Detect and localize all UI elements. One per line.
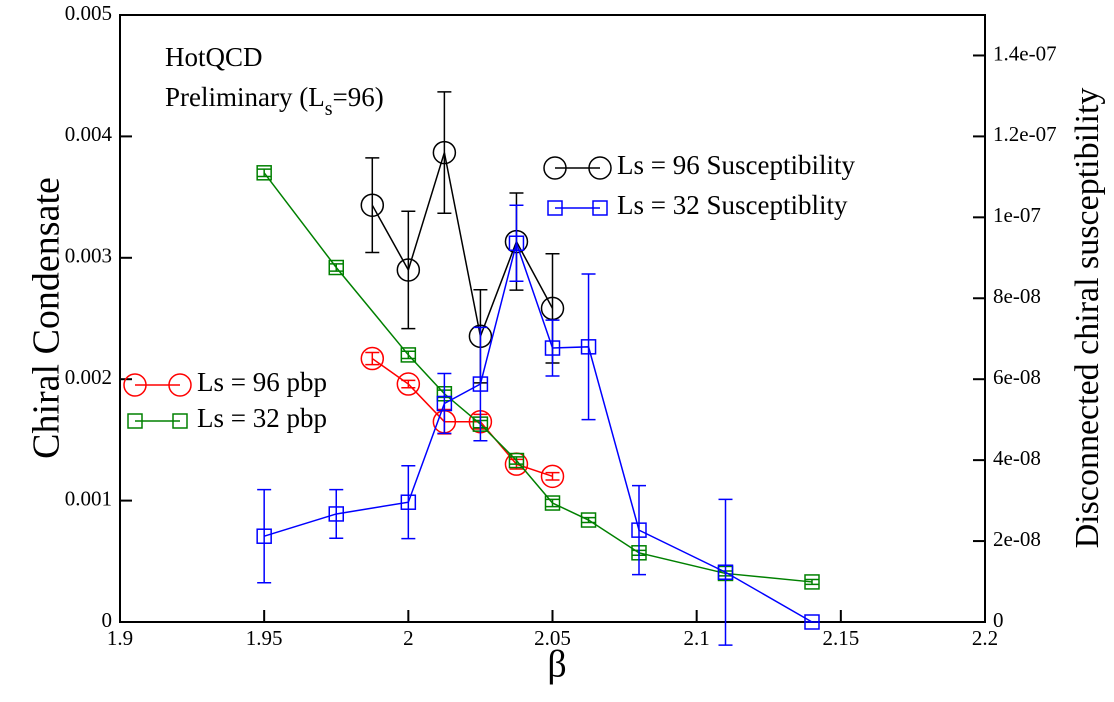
legend-marker bbox=[547, 200, 563, 216]
marker bbox=[328, 259, 344, 276]
x-tick-label: 1.9 bbox=[107, 626, 133, 650]
marker bbox=[400, 347, 417, 363]
error-bar bbox=[632, 484, 646, 576]
y-tick-label: 0.001 bbox=[65, 486, 112, 510]
y2-tick-label: 2e-08 bbox=[993, 527, 1041, 551]
error-bar bbox=[401, 210, 416, 330]
marker bbox=[256, 165, 272, 181]
marker bbox=[396, 372, 421, 396]
x-tick-label: 2.2 bbox=[972, 626, 998, 650]
error-bar bbox=[718, 498, 733, 646]
marker bbox=[436, 395, 453, 412]
y2-tick-label: 8e-08 bbox=[993, 284, 1041, 308]
annotation-subscript: s bbox=[325, 98, 333, 120]
marker bbox=[544, 340, 561, 356]
y2-tick-label: 1.4e-07 bbox=[993, 41, 1057, 65]
x-tick-label: 1.95 bbox=[246, 626, 283, 650]
legend-label: Ls = 32 pbp bbox=[197, 403, 327, 433]
legend-marker bbox=[172, 413, 188, 429]
marker bbox=[580, 339, 597, 355]
x-tick-label: 2.1 bbox=[684, 626, 710, 650]
y2-tick-label: 0 bbox=[993, 608, 1004, 632]
x-tick-label: 2 bbox=[403, 626, 414, 650]
marker bbox=[360, 346, 385, 371]
error-bar bbox=[473, 326, 488, 442]
marker bbox=[804, 614, 820, 630]
error-bar bbox=[509, 204, 524, 283]
y2-tick-label: 1.2e-07 bbox=[993, 122, 1057, 146]
marker bbox=[804, 574, 820, 590]
series-line bbox=[371, 152, 554, 340]
error-bar bbox=[257, 168, 272, 178]
annotation: Preliminary (Ls=96) bbox=[165, 82, 384, 119]
error-bar bbox=[509, 456, 524, 465]
error-bar bbox=[365, 157, 380, 254]
marker bbox=[472, 376, 489, 392]
marker bbox=[580, 512, 597, 528]
legend-label: Ls = 96 Susceptibility bbox=[617, 150, 855, 180]
marker bbox=[400, 494, 417, 510]
annotation-part: =96) bbox=[333, 82, 384, 112]
error-bar bbox=[401, 350, 416, 360]
marker bbox=[360, 193, 385, 217]
error-bar bbox=[545, 319, 560, 377]
error-bar bbox=[329, 488, 344, 539]
marker bbox=[256, 528, 272, 544]
legend-marker bbox=[168, 373, 192, 397]
x-tick-label: 2.15 bbox=[822, 626, 859, 650]
marker bbox=[432, 140, 457, 165]
legend-label: Ls = 96 pbp bbox=[197, 367, 327, 397]
legend-marker bbox=[592, 200, 608, 216]
y-axis-label: Chiral Condensate bbox=[26, 177, 68, 459]
series-line bbox=[263, 172, 813, 583]
marker bbox=[717, 564, 734, 580]
annotation: HotQCD bbox=[165, 42, 263, 72]
error-bar bbox=[257, 488, 272, 584]
error-bar bbox=[437, 91, 452, 215]
legend-marker bbox=[127, 413, 143, 429]
marker bbox=[544, 495, 561, 511]
error-bar bbox=[581, 516, 596, 524]
marker bbox=[631, 522, 647, 538]
y-tick-label: 0.003 bbox=[65, 244, 112, 268]
error-bar bbox=[401, 379, 416, 389]
error-bar bbox=[581, 273, 596, 421]
legend-marker bbox=[123, 373, 147, 397]
error-bar bbox=[805, 578, 819, 586]
error-bar bbox=[437, 372, 452, 435]
error-bar bbox=[545, 498, 560, 508]
marker bbox=[396, 258, 421, 282]
y2-tick-label: 6e-08 bbox=[993, 365, 1041, 389]
error-bar bbox=[545, 471, 560, 481]
legend-marker bbox=[588, 156, 612, 180]
y2-tick-label: 4e-08 bbox=[993, 446, 1041, 470]
y-tick-label: 0.005 bbox=[65, 1, 112, 25]
y2-axis-label: Disconnected chiral susceptibility bbox=[1069, 88, 1106, 549]
x-axis-label: β bbox=[547, 644, 566, 686]
marker bbox=[328, 506, 344, 522]
error-bar bbox=[401, 465, 416, 540]
x-tick-label: 2.05 bbox=[534, 626, 571, 650]
marker bbox=[540, 464, 565, 489]
annotation-part: Preliminary (L bbox=[165, 82, 325, 112]
y-tick-label: 0.004 bbox=[65, 122, 113, 146]
error-bar bbox=[365, 351, 380, 366]
y2-tick-label: 1e-07 bbox=[993, 203, 1041, 227]
marker bbox=[508, 452, 525, 469]
marker bbox=[508, 235, 525, 251]
legend-label: Ls = 32 Susceptiblity bbox=[617, 190, 848, 220]
y-tick-label: 0 bbox=[102, 608, 113, 632]
legend-marker bbox=[543, 156, 567, 180]
error-bar bbox=[329, 263, 344, 272]
y-tick-label: 0.002 bbox=[65, 365, 112, 389]
